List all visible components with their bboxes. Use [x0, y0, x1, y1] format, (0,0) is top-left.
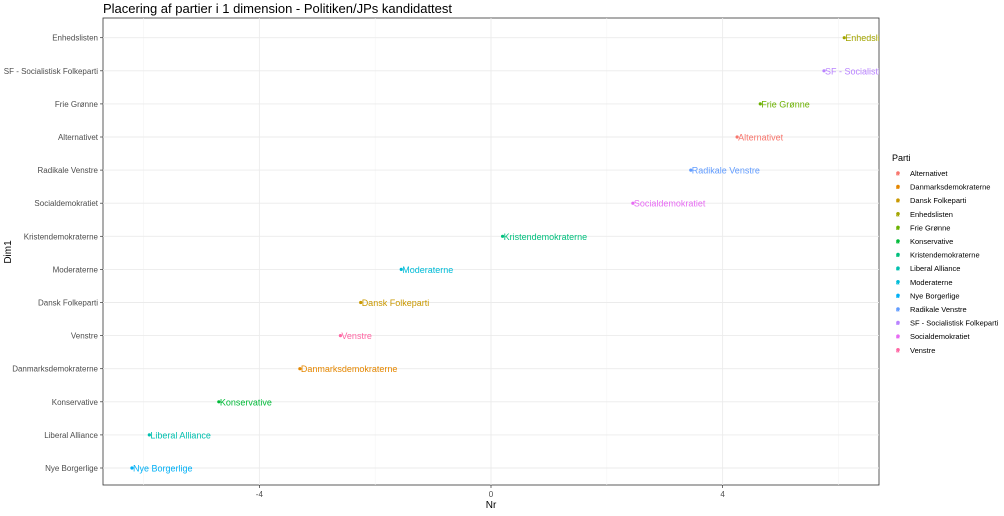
x-tick-label: 0 — [489, 490, 494, 499]
legend-key — [896, 239, 900, 243]
legend-key-glyph: a — [896, 348, 900, 354]
data-point-label: Enhedslisten — [845, 33, 897, 43]
data-point — [822, 69, 826, 73]
legend-item-label: Konservative — [910, 237, 953, 246]
legend-item-label: Radikale Venstre — [910, 305, 967, 314]
legend-key-glyph: a — [896, 240, 900, 246]
y-tick-label: Konservative — [52, 398, 99, 407]
y-tick-label: Liberal Alliance — [44, 431, 98, 440]
legend-key — [896, 307, 900, 311]
legend-key — [896, 171, 900, 175]
data-point-label: Kristendemokraterne — [504, 232, 588, 242]
data-point — [359, 300, 363, 305]
x-tick-label: -4 — [256, 490, 264, 499]
data-point — [631, 201, 635, 205]
data-point-label: Socialdemokratiet — [634, 199, 706, 209]
data-point — [735, 135, 739, 139]
data-point — [147, 433, 151, 437]
data-points: Nye Borgerlige Liberal Alliance Konservati… — [130, 33, 931, 474]
legend-key — [896, 198, 900, 202]
legend-item-label: Enhedslisten — [910, 210, 953, 219]
legend-key-glyph: a — [896, 185, 900, 191]
legend-key-glyph: a — [896, 199, 900, 205]
x-axis-title: Nr — [486, 500, 497, 511]
legend-key — [896, 293, 900, 298]
x-tick-label: 4 — [720, 490, 725, 499]
chart-title: Placering af partier i 1 dimension - Pol… — [103, 1, 452, 16]
legend-key-glyph: a — [896, 335, 900, 341]
legend-key — [896, 266, 900, 271]
data-point-label: Konservative — [220, 397, 272, 407]
data-point — [689, 168, 693, 172]
data-point-label: SF - Socialistisk Folkeparti — [825, 66, 931, 76]
data-point-label: Moderaterne — [402, 265, 453, 275]
legend-key — [896, 348, 900, 352]
data-point — [758, 102, 762, 106]
y-tick-label: Socialdemokratiet — [34, 199, 98, 208]
legend-key-glyph: a — [896, 253, 900, 259]
y-tick-label: Frie Grønne — [55, 100, 99, 109]
data-point-label: Alternativet — [738, 133, 784, 143]
data-point-label: Venstre — [341, 331, 372, 341]
data-point — [500, 234, 505, 238]
legend-key-glyph: a — [896, 226, 900, 232]
data-point — [842, 36, 846, 40]
legend-key — [896, 212, 900, 216]
legend-item-label: Alternativet — [910, 169, 948, 178]
y-axis-title: Dim1 — [3, 240, 14, 264]
legend-key — [896, 252, 900, 257]
legend-key-glyph: a — [896, 308, 900, 314]
y-tick-label: Radikale Venstre — [38, 166, 99, 175]
data-point — [338, 334, 343, 338]
legend-key-glyph: a — [896, 280, 900, 286]
legend-item-label: Socialdemokratiet — [910, 332, 971, 341]
legend-item-label: Danmarksdemokraterne — [910, 183, 990, 192]
data-point-label: Frie Grønne — [761, 99, 810, 109]
legend-item-label: Kristendemokraterne — [910, 251, 980, 260]
legend-key-glyph: a — [896, 172, 900, 178]
legend-key-glyph: a — [896, 321, 900, 327]
legend-key — [896, 280, 900, 284]
y-tick-label: Danmarksdemokraterne — [12, 365, 98, 374]
legend-item-label: SF - Socialistisk Folkeparti — [910, 319, 999, 328]
y-tick-label: Kristendemokraterne — [24, 232, 99, 241]
data-point-label: Liberal Alliance — [150, 430, 211, 440]
y-tick-label: SF - Socialistisk Folkeparti — [4, 67, 98, 76]
legend-key — [896, 320, 900, 325]
legend-item-label: Liberal Alliance — [910, 264, 960, 273]
data-point-label: Nye Borgerlige — [133, 464, 193, 474]
legend-key-glyph: a — [896, 294, 900, 300]
y-tick-label: Nye Borgerlige — [45, 464, 98, 473]
data-point — [130, 466, 134, 470]
y-tick-label: Enhedslisten — [52, 34, 98, 43]
legend-key — [896, 225, 900, 230]
legend-key-glyph: a — [896, 212, 900, 218]
legend-title: Parti — [892, 153, 911, 163]
y-tick-label: Alternativet — [58, 133, 99, 142]
data-point — [298, 367, 302, 371]
data-point — [217, 400, 221, 404]
y-tick-label: Dansk Folkeparti — [38, 299, 98, 308]
legend-item-label: Moderaterne — [910, 278, 953, 287]
x-axis-ticks: -4 0 4 — [256, 485, 725, 499]
y-tick-label: Venstre — [71, 332, 99, 341]
data-point-label: Radikale Venstre — [692, 166, 760, 176]
data-point — [399, 267, 403, 271]
legend-item-label: Nye Borgerlige — [910, 291, 960, 300]
data-point-label: Danmarksdemokraterne — [301, 364, 398, 374]
legend-key — [896, 334, 900, 339]
legend: Parti a Alternativet a Danmarksdemokraterne… — [892, 153, 999, 355]
data-point-label: Dansk Folkeparti — [362, 298, 430, 308]
legend-key-glyph: a — [896, 267, 900, 273]
legend-item-label: Venstre — [910, 346, 935, 355]
legend-item-label: Dansk Folkeparti — [910, 196, 967, 205]
legend-key — [896, 184, 900, 189]
y-tick-label: Moderaterne — [53, 265, 99, 274]
y-axis-ticks: Nye Borgerlige Liberal Alliance Konservati… — [4, 34, 103, 473]
legend-item-label: Frie Grønne — [910, 223, 950, 232]
gridlines — [103, 18, 879, 485]
